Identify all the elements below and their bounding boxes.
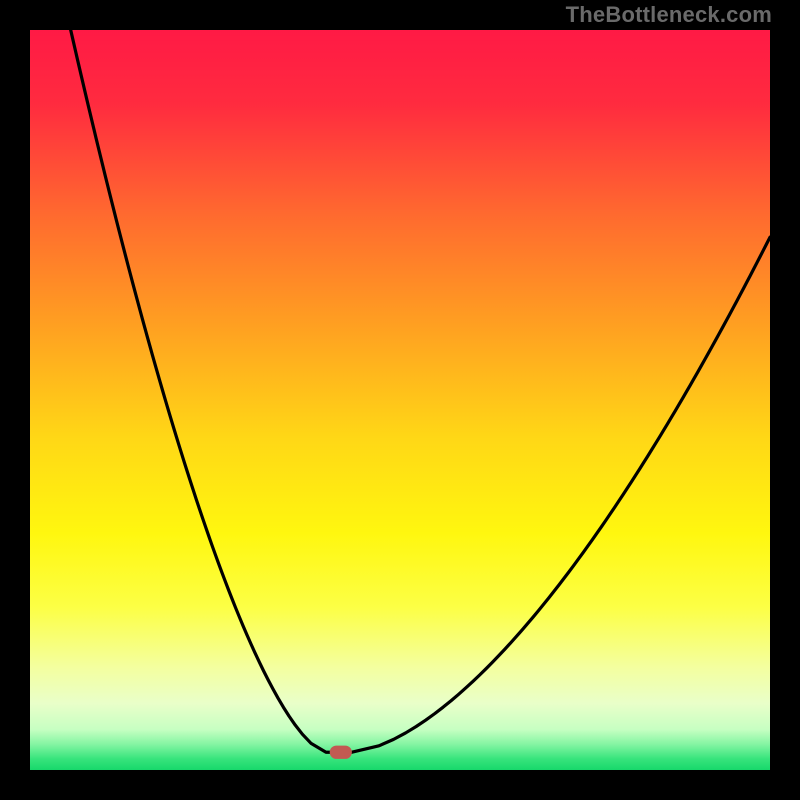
plot-area [30, 30, 770, 770]
plot-svg [30, 30, 770, 770]
optimum-marker [330, 746, 352, 759]
watermark-text: TheBottleneck.com [566, 2, 772, 28]
gradient-background [30, 30, 770, 770]
